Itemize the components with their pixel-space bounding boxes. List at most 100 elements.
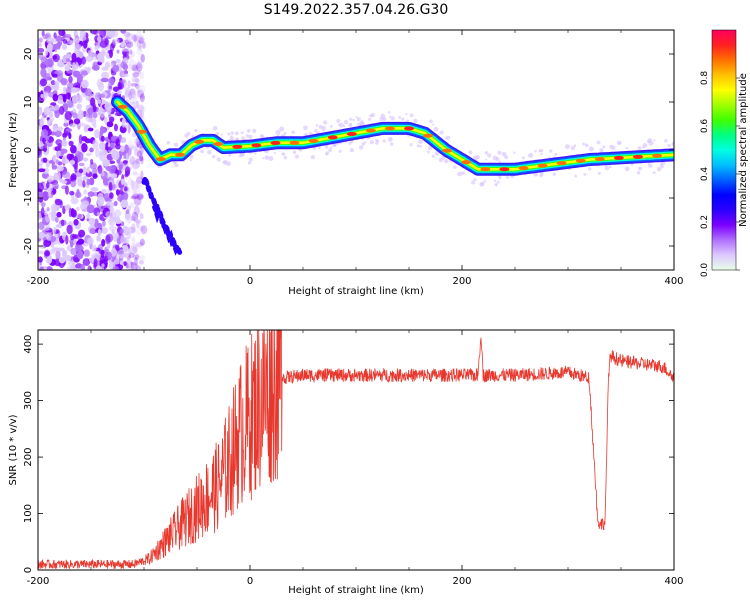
spectrogram-cell — [200, 149, 204, 154]
spectrogram-cell — [134, 80, 141, 85]
spectrogram-cell — [38, 231, 46, 239]
spectrogram-cell — [78, 162, 85, 167]
spectrogram-cell — [48, 187, 52, 198]
spectrogram-cell — [133, 71, 138, 79]
spectrogram-cell — [401, 117, 405, 121]
spectrogram-cell — [382, 139, 386, 143]
spectrogram-cell — [245, 134, 249, 138]
spectrogram-cell — [471, 180, 476, 185]
spectrogram-cell — [254, 152, 257, 155]
spectrogram-cell — [129, 245, 138, 255]
spectrogram-cell — [136, 209, 142, 216]
spectrogram-cell — [55, 250, 61, 260]
spectrogram-cell — [98, 249, 106, 255]
spectrogram-cell — [139, 93, 145, 103]
spectrogram-cell — [135, 176, 144, 184]
spectrogram-cell — [409, 143, 413, 147]
spectrogram-cell — [73, 218, 79, 226]
spectrogram-cell — [105, 211, 113, 218]
spectrogram-cell — [85, 55, 94, 62]
spectrogram-cell — [136, 173, 141, 180]
spectrogram-cell — [58, 106, 65, 115]
spectrogram-cell — [248, 134, 253, 139]
spectrogram-cell — [82, 166, 87, 176]
spectrogram-cell — [38, 124, 43, 131]
spectrogram-cell — [479, 181, 485, 187]
spectrogram-cell — [136, 150, 142, 158]
spectrogram-cell — [73, 118, 81, 125]
spectrogram-cell — [483, 180, 487, 183]
spectrogram-cell — [616, 140, 622, 146]
spectrogram-cell — [228, 153, 231, 157]
spectrogram-cell — [310, 155, 315, 160]
spectrogram-y-tick-label: 0 — [23, 147, 34, 153]
spectrogram-cell — [431, 154, 435, 158]
spectrogram-cell — [110, 247, 117, 257]
spectrogram-cell — [582, 142, 586, 146]
spectrogram-cell — [99, 125, 104, 136]
spectrogram-cell — [132, 160, 140, 169]
spectrogram-cell — [128, 176, 132, 186]
spectrogram-cell — [84, 88, 92, 97]
spectrogram-cell — [134, 148, 140, 157]
spectrogram-cell — [132, 160, 138, 170]
spectrogram-peak — [613, 155, 624, 160]
spectrogram-cell — [102, 159, 111, 167]
spectrogram-cell — [473, 178, 477, 182]
spectrogram-cell — [112, 150, 120, 161]
spectrogram-cell — [124, 144, 129, 154]
spectrogram-cell — [564, 144, 570, 150]
spectrogram-cell — [120, 178, 125, 186]
spectrogram-cell — [419, 144, 422, 148]
spectrogram-cell — [134, 256, 138, 267]
spectrogram-cell — [80, 70, 89, 76]
spectrogram-cell — [44, 91, 49, 97]
spectrogram-cell — [130, 178, 134, 183]
spectrogram-cell — [40, 207, 45, 217]
spectrogram-cell — [92, 167, 98, 176]
spectrogram-cell — [114, 38, 120, 45]
spectrogram-cell — [48, 118, 53, 124]
colorbar: 0.0 0.2 0.4 0.6 0.8 Normalized spectral ampl… — [700, 29, 749, 277]
spectrogram-cell — [132, 64, 137, 70]
spectrogram-cell — [376, 139, 380, 143]
spectrogram-cell — [85, 152, 92, 157]
spectrogram-cell — [96, 196, 105, 207]
spectrogram-cell — [38, 256, 43, 263]
spectrogram-cell — [77, 238, 85, 245]
spectrogram-cell — [112, 266, 120, 270]
spectrogram-cell — [369, 140, 374, 145]
spectrogram-cell — [241, 136, 246, 141]
spectrogram-cell — [439, 130, 444, 135]
spectrogram-cell — [137, 192, 145, 200]
spectrogram-cell — [99, 108, 106, 118]
spectrogram-cell — [38, 221, 45, 231]
spectrogram-cell — [87, 265, 92, 270]
spectrogram-peak — [251, 143, 262, 148]
spectrogram-cell — [133, 196, 142, 206]
spectrogram-cell — [64, 65, 71, 72]
spectrogram-cell — [108, 181, 113, 191]
spectrogram-cell — [135, 179, 142, 185]
spectrogram-cell — [494, 182, 498, 187]
spectrogram-cell — [109, 142, 115, 149]
spectrogram-cell — [325, 145, 329, 149]
spectrogram-cell — [124, 236, 129, 246]
spectrogram-cell — [653, 139, 656, 142]
spectrogram-cell — [139, 106, 146, 113]
spectrogram-cell — [624, 166, 630, 172]
spectrogram-cell — [132, 93, 139, 100]
spectrogram-cell — [65, 92, 71, 100]
spectrogram-cell — [90, 186, 99, 192]
spectrogram-cell — [174, 163, 179, 168]
spectrogram-cell — [129, 144, 134, 149]
spectrogram-y-tick-label: -10 — [23, 190, 34, 206]
spectrogram-ticks: -200 0 200 400 -20 -10 0 10 20 — [23, 30, 684, 287]
spectrogram-cell — [457, 171, 463, 177]
spectrogram-cell — [123, 226, 130, 236]
spectrogram-cell — [348, 141, 352, 145]
spectrogram-cell — [66, 266, 75, 270]
spectrogram-cell — [134, 263, 138, 270]
spectrogram-cell — [189, 159, 192, 162]
spectrogram-cell — [103, 116, 108, 125]
